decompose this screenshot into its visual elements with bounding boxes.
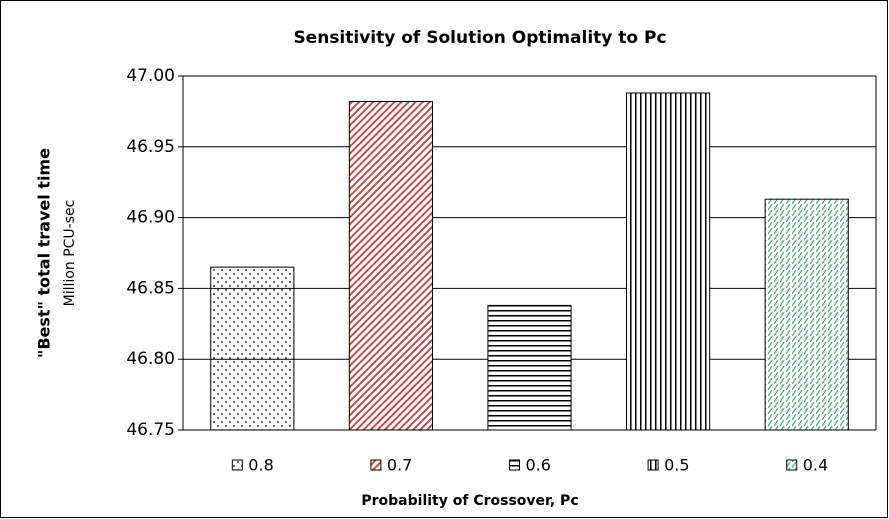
- legend-swatch: [509, 459, 520, 471]
- bar: [210, 266, 295, 431]
- y-tick-label: 46.80: [126, 349, 175, 369]
- legend-swatch: [370, 459, 382, 471]
- y-tick-label: 46.90: [126, 208, 175, 228]
- legend-label: 0.4: [803, 456, 828, 475]
- y-tick-label: 46.75: [126, 420, 175, 440]
- legend-swatch: [231, 459, 243, 471]
- y-tick-label: 46.95: [126, 137, 175, 157]
- legend-label: 0.5: [664, 456, 689, 475]
- y-tick-label: 46.85: [126, 278, 175, 298]
- bar: [626, 92, 711, 431]
- x-axis-title: Probability of Crossover, Pc: [361, 493, 578, 509]
- legend-label: 0.7: [387, 456, 412, 475]
- legend-swatch: [786, 459, 798, 471]
- bar: [348, 100, 433, 431]
- legend-label: 0.6: [526, 456, 551, 475]
- legend-label: 0.8: [248, 456, 273, 475]
- bar: [487, 304, 572, 431]
- y-axis-title: "Best" total travel time: [35, 148, 54, 358]
- y-tick-label: 47.00: [126, 66, 175, 86]
- chart-title: Sensitivity of Solution Optimality to Pc: [293, 28, 666, 48]
- bar: [764, 198, 849, 431]
- legend-swatch: [647, 459, 659, 471]
- y-axis-subtitle: Million PCU-sec: [62, 200, 78, 307]
